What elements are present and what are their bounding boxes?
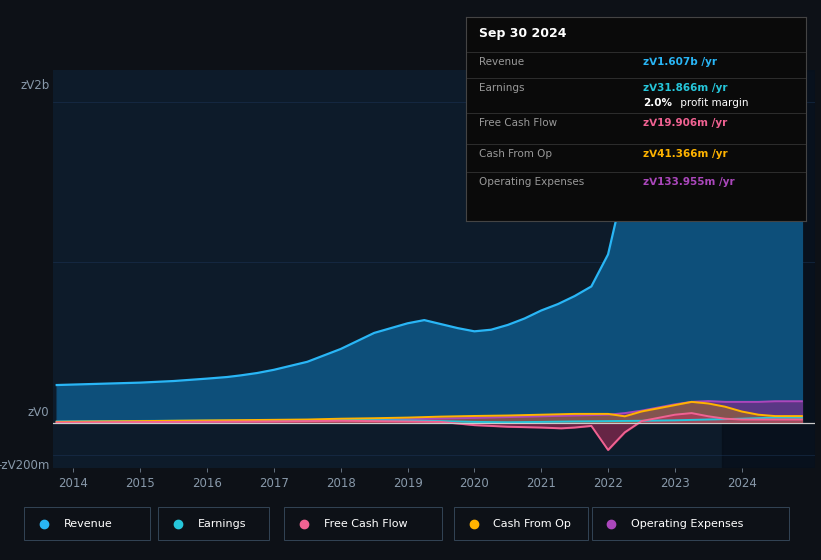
- Text: -zᐯ200m: -zᐯ200m: [0, 459, 49, 472]
- Text: Sep 30 2024: Sep 30 2024: [479, 27, 566, 40]
- Text: Revenue: Revenue: [479, 57, 525, 67]
- Text: Operating Expenses: Operating Expenses: [631, 519, 744, 529]
- Text: 2.0%: 2.0%: [643, 97, 672, 108]
- Text: zᐯ1.607b /yr: zᐯ1.607b /yr: [643, 57, 717, 67]
- Text: zᐯ31.866m /yr: zᐯ31.866m /yr: [643, 83, 727, 94]
- Text: Cash From Op: Cash From Op: [493, 519, 571, 529]
- Text: Operating Expenses: Operating Expenses: [479, 178, 585, 188]
- Text: zᐯ133.955m /yr: zᐯ133.955m /yr: [643, 178, 734, 188]
- Text: zᐯ2b: zᐯ2b: [21, 79, 49, 92]
- Text: zᐯ41.366m /yr: zᐯ41.366m /yr: [643, 149, 727, 158]
- Text: profit margin: profit margin: [677, 97, 748, 108]
- Text: Revenue: Revenue: [64, 519, 112, 529]
- Text: Earnings: Earnings: [198, 519, 246, 529]
- Text: Free Cash Flow: Free Cash Flow: [323, 519, 407, 529]
- Text: zᐯ0: zᐯ0: [28, 406, 49, 419]
- Bar: [722, 70, 815, 468]
- Text: Cash From Op: Cash From Op: [479, 149, 553, 158]
- Text: Free Cash Flow: Free Cash Flow: [479, 118, 557, 128]
- Text: zᐯ19.906m /yr: zᐯ19.906m /yr: [643, 118, 727, 128]
- Text: Earnings: Earnings: [479, 83, 525, 94]
